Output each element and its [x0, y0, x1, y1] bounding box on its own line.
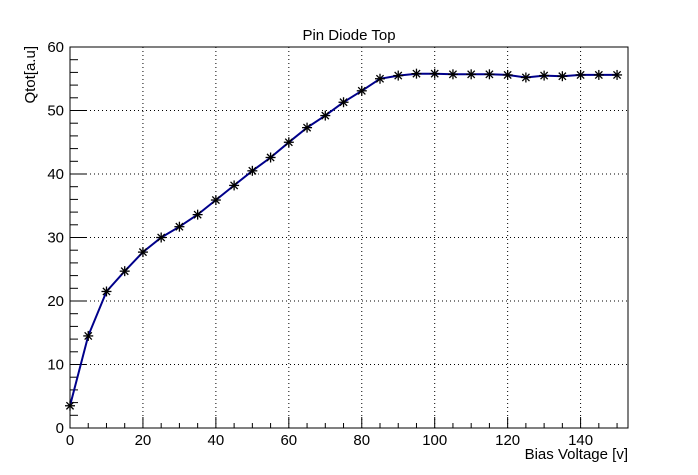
- x-tick-label: 40: [208, 432, 225, 449]
- x-tick-label: 120: [495, 432, 520, 449]
- data-point: [502, 69, 513, 80]
- y-tick-label: 50: [47, 103, 64, 120]
- data-point: [210, 195, 221, 206]
- x-tick-label: 100: [422, 432, 447, 449]
- data-point: [320, 110, 331, 121]
- data-markers: [65, 68, 623, 411]
- y-tick-label: 60: [47, 39, 64, 56]
- data-point: [466, 69, 477, 80]
- data-point: [65, 400, 75, 411]
- series-line: [69, 72, 618, 407]
- data-point: [429, 68, 440, 79]
- x-tick-label: 140: [568, 432, 593, 449]
- data-point: [612, 69, 623, 80]
- x-tick-labels: 0 20 40 60 80 100 120 140: [66, 432, 593, 449]
- data-point: [375, 73, 385, 84]
- data-point: [101, 286, 112, 297]
- data-point: [119, 266, 130, 277]
- plot-frame: [69, 46, 629, 429]
- data-point: [338, 97, 349, 108]
- y-tick-label: 30: [47, 230, 64, 247]
- x-tick-label: 60: [280, 432, 297, 449]
- chart-title: Pin Diode Top: [302, 27, 395, 44]
- y-tick-label: 40: [47, 166, 64, 183]
- data-point: [593, 69, 604, 80]
- y-tick-label: 10: [47, 357, 64, 374]
- data-point: [283, 137, 294, 148]
- data-point: [137, 247, 148, 258]
- data-point: [575, 69, 586, 80]
- y-tick-labels: 0 10 20 30 40 50 60: [47, 39, 64, 437]
- data-point: [247, 165, 258, 176]
- data-point: [520, 72, 531, 83]
- y-tick-label: 0: [56, 420, 64, 437]
- x-tick-label: 80: [353, 432, 370, 449]
- data-point: [192, 209, 203, 220]
- data-point: [356, 85, 367, 96]
- data-point: [393, 70, 404, 81]
- data-point: [302, 122, 313, 133]
- data-point: [265, 152, 276, 163]
- data-point: [539, 70, 550, 81]
- data-point: [83, 330, 94, 341]
- x-tick-label: 0: [66, 432, 74, 449]
- data-point: [557, 71, 568, 82]
- data-point: [411, 68, 422, 79]
- y-axis-title: Qtot[a.u]: [22, 46, 39, 104]
- data-point: [484, 69, 495, 80]
- grid-lines: [69, 47, 628, 428]
- axis-ticks: [69, 46, 618, 429]
- data-point: [156, 232, 167, 243]
- x-tick-label: 20: [135, 432, 152, 449]
- data-point: [447, 69, 458, 80]
- data-point: [229, 180, 240, 191]
- y-tick-label: 20: [47, 293, 64, 310]
- data-point: [174, 221, 185, 232]
- x-axis-title: Bias Voltage [v]: [525, 446, 628, 463]
